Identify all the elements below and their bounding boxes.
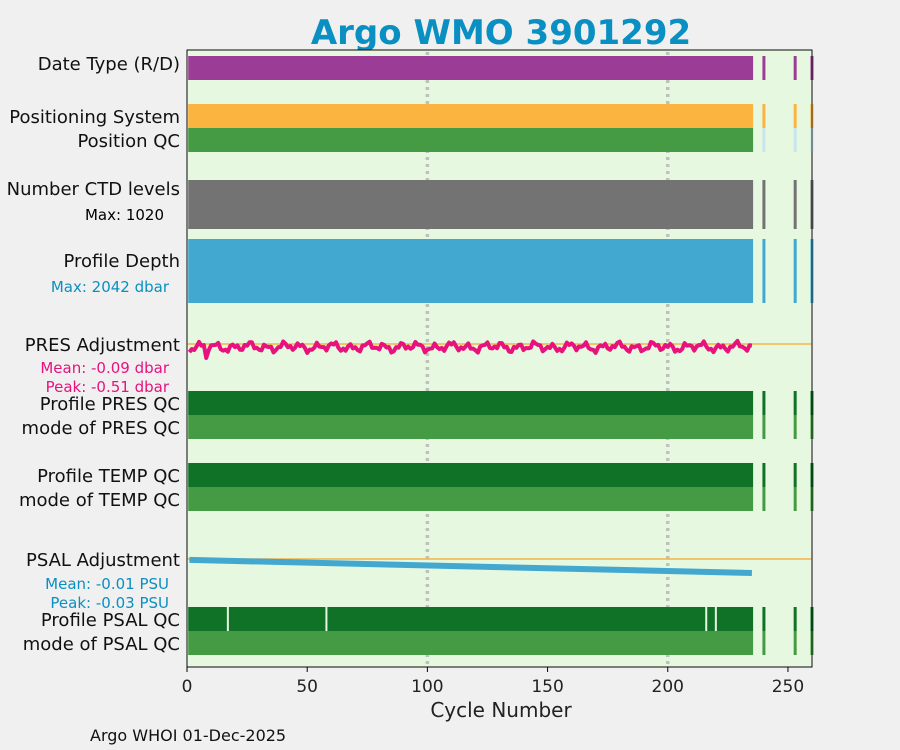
bar-psal_mode (188, 631, 754, 655)
bar-depth-cycle-240 (762, 239, 766, 303)
bar-date_type-cycle-253 (793, 56, 797, 80)
x-tick-label-250: 250 (772, 677, 804, 697)
psal-qc-gap-216 (705, 607, 708, 631)
x-tick-label-0: 0 (182, 677, 193, 697)
bar-depth (188, 239, 754, 303)
bar-date_type-cycle-240 (762, 56, 766, 80)
label-profile-pres-qc: Profile PRES QC (40, 394, 180, 415)
note-pres-mean: Mean: -0.09 dbar (40, 359, 170, 377)
label-ctd-levels: Number CTD levels (7, 179, 180, 200)
x-tick-label-50: 50 (296, 677, 318, 697)
bar-depth-cycle-253 (793, 239, 797, 303)
bar-pres_qc-cycle-253 (793, 391, 797, 415)
bar-positioning-cycle-240 (762, 104, 766, 128)
bar-pres_qc-cycle-240 (762, 391, 766, 415)
bar-temp_qc (188, 463, 754, 487)
bar-position_qc-cycle-253 (793, 128, 797, 152)
bar-temp_mode-cycle-253 (793, 487, 797, 511)
bar-pres_mode-cycle-240 (762, 415, 766, 439)
bar-pres_qc (188, 391, 754, 415)
row-labels: Date Type (R/D) Positioning System Positio… (7, 54, 180, 655)
bar-position_qc (188, 128, 754, 152)
plot-frame (186, 49, 813, 668)
bar-pres_mode (188, 415, 754, 439)
x-tick-label-100: 100 (411, 677, 443, 697)
chart-title: Argo WMO 3901292 (311, 13, 691, 53)
bar-position_qc-cycle-240 (762, 128, 766, 152)
note-depth-max: Max: 2042 dbar (51, 278, 170, 296)
bar-temp_qc-cycle-240 (762, 463, 766, 487)
data-bars (186, 49, 814, 668)
psal-qc-gap-17 (226, 607, 229, 631)
bar-psal_mode-cycle-240 (762, 631, 766, 655)
label-mode-temp-qc: mode of TEMP QC (19, 490, 180, 511)
label-psal-adjustment: PSAL Adjustment (26, 550, 180, 571)
label-mode-psal-qc: mode of PSAL QC (23, 634, 180, 655)
bar-pres_mode-cycle-253 (793, 415, 797, 439)
note-ctd-max: Max: 1020 (85, 206, 164, 224)
bar-psal_qc-cycle-253 (793, 607, 797, 631)
psal-qc-gap-220 (714, 607, 717, 631)
psal-qc-gap-58 (325, 607, 328, 631)
bar-psal_qc-cycle-240 (762, 607, 766, 631)
x-axis-label: Cycle Number (430, 698, 572, 722)
bar-temp_qc-cycle-253 (793, 463, 797, 487)
bar-temp_mode-cycle-240 (762, 487, 766, 511)
label-profile-psal-qc: Profile PSAL QC (41, 610, 180, 631)
bar-temp_mode (188, 487, 754, 511)
bar-ctd-cycle-240 (762, 180, 766, 229)
label-position-qc: Position QC (77, 131, 180, 152)
bar-date_type (188, 56, 754, 80)
x-tick-label-200: 200 (652, 677, 684, 697)
note-psal-peak: Peak: -0.03 PSU (50, 594, 169, 612)
label-profile-temp-qc: Profile TEMP QC (37, 466, 180, 487)
bar-positioning-cycle-253 (793, 104, 797, 128)
label-date-type: Date Type (R/D) (38, 54, 180, 75)
note-psal-mean: Mean: -0.01 PSU (45, 575, 169, 593)
label-profile-depth: Profile Depth (63, 251, 180, 272)
bar-ctd-cycle-253 (793, 180, 797, 229)
label-positioning-system: Positioning System (9, 107, 180, 128)
label-mode-pres-qc: mode of PRES QC (22, 418, 180, 439)
bar-ctd (188, 180, 754, 229)
label-pres-adjustment: PRES Adjustment (25, 335, 180, 356)
bar-psal_qc (188, 607, 754, 631)
bar-positioning (188, 104, 754, 128)
note-pres-peak: Peak: -0.51 dbar (46, 378, 170, 396)
psal-adj-series (189, 556, 752, 576)
x-axis: 0 50 100 150 200 250 (182, 667, 804, 697)
bar-psal_mode-cycle-253 (793, 631, 797, 655)
x-tick-label-150: 150 (531, 677, 563, 697)
pres-adj-series (187, 338, 753, 360)
footer-text: Argo WHOI 01-Dec-2025 (90, 726, 286, 745)
